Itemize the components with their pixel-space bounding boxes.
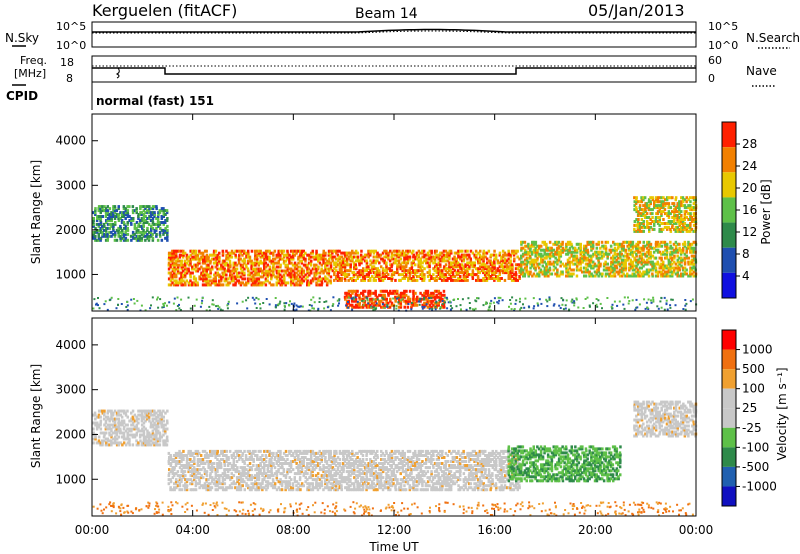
freq-label-line1: Freq. xyxy=(20,54,47,67)
power-ylabel: Slant Range [km] xyxy=(29,160,43,264)
colorbar-tick-label: 25 xyxy=(742,401,757,415)
echo-region-1-1 xyxy=(167,449,521,492)
xtick-label: 04:00 xyxy=(175,523,210,537)
colorbar-swatch xyxy=(722,349,736,370)
noise-tick-bottom-right: 10^0 xyxy=(708,39,738,52)
colorbar-swatch xyxy=(722,147,736,173)
freq-tick-bottom: 8 xyxy=(66,72,73,85)
power-colorbar-label: Power [dB] xyxy=(759,179,773,244)
colorbar-tick-label: 12 xyxy=(742,225,757,239)
xtick-label: 08:00 xyxy=(276,523,311,537)
date-title: 05/Jan/2013 xyxy=(588,1,685,20)
colorbar-tick-label: 8 xyxy=(742,247,750,261)
ytick-label: 1000 xyxy=(55,267,86,281)
velocity-colorbar: 1000 500 100 25 -25 -100 -500 -1000 xyxy=(721,329,777,507)
cpid-value: normal (fast) 151 xyxy=(96,94,214,108)
beam-title: Beam 14 xyxy=(355,6,418,22)
colorbar-swatch xyxy=(722,197,736,223)
freq-label-line2: [MHz] xyxy=(14,67,46,80)
colorbar-tick-label: 16 xyxy=(742,203,757,217)
colorbar-swatch xyxy=(722,466,736,487)
time-xlabel: Time UT xyxy=(368,540,419,554)
colorbar-tick-label: 500 xyxy=(742,362,765,376)
ytick-label: 3000 xyxy=(55,178,86,192)
ground-strip-0 xyxy=(92,296,698,312)
colorbar-tick-label: -100 xyxy=(742,440,769,454)
echo-region-0-3 xyxy=(343,289,446,309)
colorbar-swatch xyxy=(722,122,736,148)
nave-tick-top: 60 xyxy=(708,54,722,67)
echo-region-1-3 xyxy=(633,400,698,438)
colorbar-swatch xyxy=(722,408,736,428)
colorbar-tick-label: 28 xyxy=(742,137,757,151)
power-y-axis: 1000 2000 3000 4000 xyxy=(55,134,98,281)
colorbar-swatch xyxy=(722,447,736,467)
xtick-label: 00:00 xyxy=(75,523,110,537)
colorbar-swatch xyxy=(722,427,736,448)
colorbar-tick-label: 1000 xyxy=(742,343,773,357)
xtick-label: 00:00 xyxy=(679,523,714,537)
ytick-label: 3000 xyxy=(55,383,86,397)
noise-tick-bottom-left: 10^0 xyxy=(56,39,86,52)
echo-region-1-0 xyxy=(92,409,169,447)
cpid-label: CPID xyxy=(6,89,38,103)
ytick-label: 1000 xyxy=(55,472,86,486)
noise-search-label: N.Search xyxy=(746,31,800,45)
colorbar-swatch xyxy=(722,388,736,409)
freq-series xyxy=(92,67,696,75)
colorbar-swatch xyxy=(722,272,736,298)
colorbar-tick-label: 24 xyxy=(742,159,757,173)
echo-region-0-4 xyxy=(519,240,698,278)
echo-region-0-1 xyxy=(167,249,333,287)
echo-region-0-2 xyxy=(331,249,521,282)
colorbar-swatch xyxy=(722,222,736,248)
colorbar-swatch xyxy=(722,172,736,198)
freq-tick-top: 18 xyxy=(60,56,74,69)
power-colorbar: 4 8 12 16 20 24 28 xyxy=(721,121,757,299)
ytick-label: 4000 xyxy=(55,338,86,352)
nave-tick-bottom: 0 xyxy=(708,72,715,85)
colorbar-tick-label: 100 xyxy=(742,382,765,396)
xtick-label: 20:00 xyxy=(578,523,613,537)
velocity-colorbar-label: Velocity [m s⁻¹] xyxy=(775,367,789,460)
ytick-label: 4000 xyxy=(55,134,86,148)
colorbar-tick-label: -25 xyxy=(742,421,762,435)
noise-tick-top-right: 10^5 xyxy=(708,20,738,33)
echo-region-0-0 xyxy=(92,205,169,242)
colorbar-tick-label: -1000 xyxy=(742,479,777,493)
colorbar-tick-label: 20 xyxy=(742,181,757,195)
freq-spike xyxy=(115,67,120,79)
nave-label: Nave xyxy=(746,64,777,78)
power-echo-layer xyxy=(92,196,698,312)
noise-sky-label: N.Sky xyxy=(5,31,39,45)
colorbar-swatch xyxy=(722,369,736,389)
colorbar-tick-label: -500 xyxy=(742,460,769,474)
xtick-label: 12:00 xyxy=(377,523,412,537)
colorbar-swatch xyxy=(722,486,736,506)
xtick-label: 16:00 xyxy=(477,523,512,537)
freq-panel-frame xyxy=(91,55,697,83)
noise-tick-top-left: 10^5 xyxy=(56,20,86,33)
colorbar-tick-label: 4 xyxy=(742,269,750,283)
velocity-ylabel: Slant Range [km] xyxy=(29,364,43,468)
station-title: Kerguelen (fitACF) xyxy=(92,1,237,20)
noise-search-series xyxy=(92,30,696,34)
echo-region-1-2 xyxy=(507,445,622,483)
noise-sky-series xyxy=(92,28,696,33)
colorbar-swatch xyxy=(722,330,736,350)
time-x-axis: 00:00 04:00 08:00 12:00 16:00 20:00 00:00 xyxy=(75,114,714,537)
ytick-label: 2000 xyxy=(55,427,86,441)
echo-region-0-5 xyxy=(633,196,698,233)
velocity-y-axis: 1000 2000 3000 4000 xyxy=(55,338,98,486)
colorbar-swatch xyxy=(722,247,736,273)
velocity-echo-layer xyxy=(92,400,698,517)
noise-panel-frame xyxy=(91,21,697,48)
ytick-label: 2000 xyxy=(55,223,86,237)
ground-strip-1 xyxy=(92,501,694,517)
